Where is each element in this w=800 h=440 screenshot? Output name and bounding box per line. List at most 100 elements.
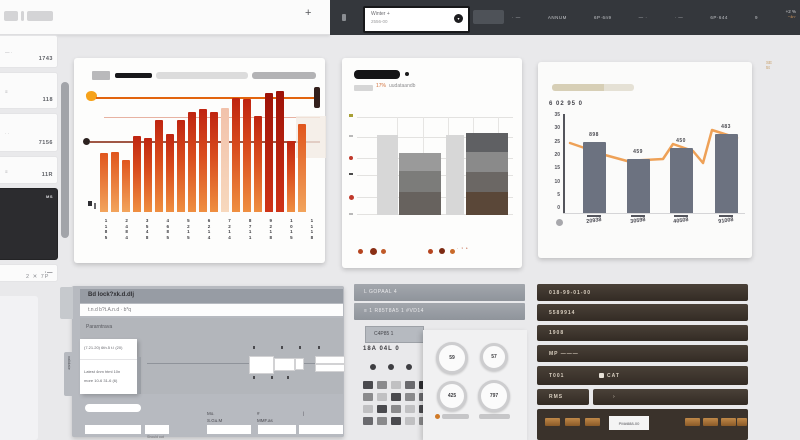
flyout-option[interactable]: more 10-6 31-6 (6): [84, 378, 118, 383]
stack-segment: [466, 133, 508, 152]
sidebar-item[interactable]: MS: [0, 188, 58, 260]
table-cell-input[interactable]: [85, 425, 141, 434]
gauge-knob[interactable]: 425: [437, 381, 467, 411]
slider-tick: [299, 346, 301, 349]
tool-icon[interactable]: [377, 417, 387, 425]
toolbar-menu-item[interactable]: ANNUM: [547, 15, 567, 20]
bar: [298, 124, 306, 212]
bar: [199, 109, 207, 212]
stack-row-label: 5589914: [549, 309, 576, 316]
stack-row[interactable]: MP ———: [537, 345, 748, 362]
subtitle-percent: 17%: [376, 83, 387, 89]
slider-track[interactable]: [147, 363, 343, 364]
flyout-option[interactable]: Latest 4nm html 10n: [84, 369, 121, 374]
status-dot: [370, 364, 376, 370]
toolbar-menu-item[interactable]: · —: [674, 15, 684, 20]
range-field-bottom[interactable]: [315, 364, 345, 372]
table-cell-input[interactable]: [299, 425, 343, 434]
tool-icon[interactable]: [363, 381, 373, 389]
flyout-scroll-strip[interactable]: [137, 357, 141, 394]
toolbar-menu-item[interactable]: 9: [754, 15, 758, 20]
toolbar-menu-item[interactable]: · —: [512, 15, 521, 20]
stack-row[interactable]: 1908: [537, 325, 748, 341]
group-header-2[interactable]: ≡ 1 R85T8A5 1 #VD14: [354, 303, 525, 320]
slider-mini-box[interactable]: [295, 358, 304, 370]
panel-side-tab[interactable]: [60, 287, 73, 319]
y-axis-marker: [349, 213, 353, 215]
panel-button[interactable]: C4P85 1: [365, 326, 424, 343]
gauge-knob[interactable]: 797: [478, 380, 510, 412]
tool-icon[interactable]: [405, 393, 415, 401]
footer-button[interactable]: [685, 418, 700, 426]
toolbar-menu-item[interactable]: — ·: [638, 15, 648, 20]
footer-button[interactable]: [585, 418, 600, 426]
table-cell-input[interactable]: [145, 425, 169, 434]
table-cell-input[interactable]: [258, 425, 296, 434]
stack-row-dual[interactable]: T001 CAT: [537, 366, 748, 385]
sidebar-item[interactable]: ≡ 118: [0, 72, 58, 109]
chevron-right-icon: ›: [613, 394, 616, 400]
tool-icon[interactable]: [405, 417, 415, 425]
flyout-divider: [80, 359, 137, 360]
tool-icon[interactable]: [363, 417, 373, 425]
x-axis-label: 4 6 8 5: [166, 218, 170, 240]
slider-input-box[interactable]: [274, 358, 295, 371]
slider-value-box[interactable]: [249, 356, 274, 374]
toolbar-button[interactable]: [473, 10, 504, 24]
tool-icon[interactable]: [391, 381, 401, 389]
tool-icon[interactable]: [377, 405, 387, 413]
panel-side-tab-validate[interactable]: validate: [64, 352, 76, 396]
bar: [188, 112, 196, 212]
progress-dot: [435, 414, 440, 419]
sidebar-item[interactable]: ·—: [0, 264, 58, 282]
name-field[interactable]: [85, 404, 141, 412]
sidebar-item[interactable]: · · 7156: [0, 113, 58, 152]
sidebar-item-code: 1743: [38, 56, 53, 62]
tool-icon[interactable]: [405, 405, 415, 413]
toolbar-menu-item[interactable]: 6P·6n9: [593, 15, 612, 20]
footer-button[interactable]: [565, 418, 580, 426]
footer-value-box[interactable]: PM#888-00: [609, 416, 649, 430]
footer-button[interactable]: [721, 418, 736, 426]
footer-button[interactable]: [703, 418, 718, 426]
stack-row[interactable]: 5589914: [537, 304, 748, 321]
stack-row-small[interactable]: RMS: [537, 389, 589, 405]
stack-row[interactable]: 018-99-01-00: [537, 284, 748, 301]
stack-row-wide[interactable]: ›: [593, 389, 748, 405]
tool-icon[interactable]: [405, 381, 415, 389]
tool-icon[interactable]: [377, 381, 387, 389]
group-header-1[interactable]: L GOPAAL 4: [354, 284, 525, 301]
flyout-option[interactable]: (7.21.20) 6th.5 t.l (20): [84, 345, 123, 350]
x-tick-dash: [674, 215, 688, 217]
add-icon[interactable]: +: [305, 7, 312, 19]
vertical-scrollbar[interactable]: [61, 82, 69, 238]
bar: [144, 138, 152, 212]
panel-input-row[interactable]: t.n.d b?t.A.n.d · b*q: [80, 304, 343, 316]
range-field-top[interactable]: [315, 356, 345, 364]
table-cell-input[interactable]: [207, 425, 251, 434]
tool-icon[interactable]: [391, 417, 401, 425]
chevron-down-icon[interactable]: ▾: [454, 14, 463, 23]
sidebar-item[interactable]: — · 1743: [0, 35, 58, 68]
window-header: +: [0, 0, 330, 35]
stack-segment: [399, 153, 441, 171]
meta-line2: −4n·: [787, 14, 796, 19]
subtitle-chip: [354, 85, 373, 91]
gauge-knob[interactable]: 57: [480, 343, 508, 371]
tool-icon[interactable]: [363, 405, 373, 413]
base-bar: [377, 135, 398, 215]
sidebar-item[interactable]: ≡ 11R: [0, 156, 58, 184]
footer-button[interactable]: [737, 418, 747, 426]
x-axis-labels: 1 1 8 5 2 4 8 4 3 5 4 8 4 6 8 5 5 2 1 5 6 2 1…: [100, 218, 318, 258]
bar: [177, 120, 185, 212]
footer-button[interactable]: [545, 418, 560, 426]
toolbar-menu-item[interactable]: 6P·644: [710, 15, 728, 20]
tool-icon[interactable]: [391, 393, 401, 401]
y-tick-label: 0: [557, 205, 560, 212]
toolbar-dropdown[interactable]: Winter + 2556-00 ▾: [363, 6, 470, 33]
tool-icon[interactable]: [377, 393, 387, 401]
x-axis-line: [563, 213, 745, 214]
tool-icon[interactable]: [391, 405, 401, 413]
gauge-knob[interactable]: 59: [436, 342, 468, 374]
tool-icon[interactable]: [363, 393, 373, 401]
